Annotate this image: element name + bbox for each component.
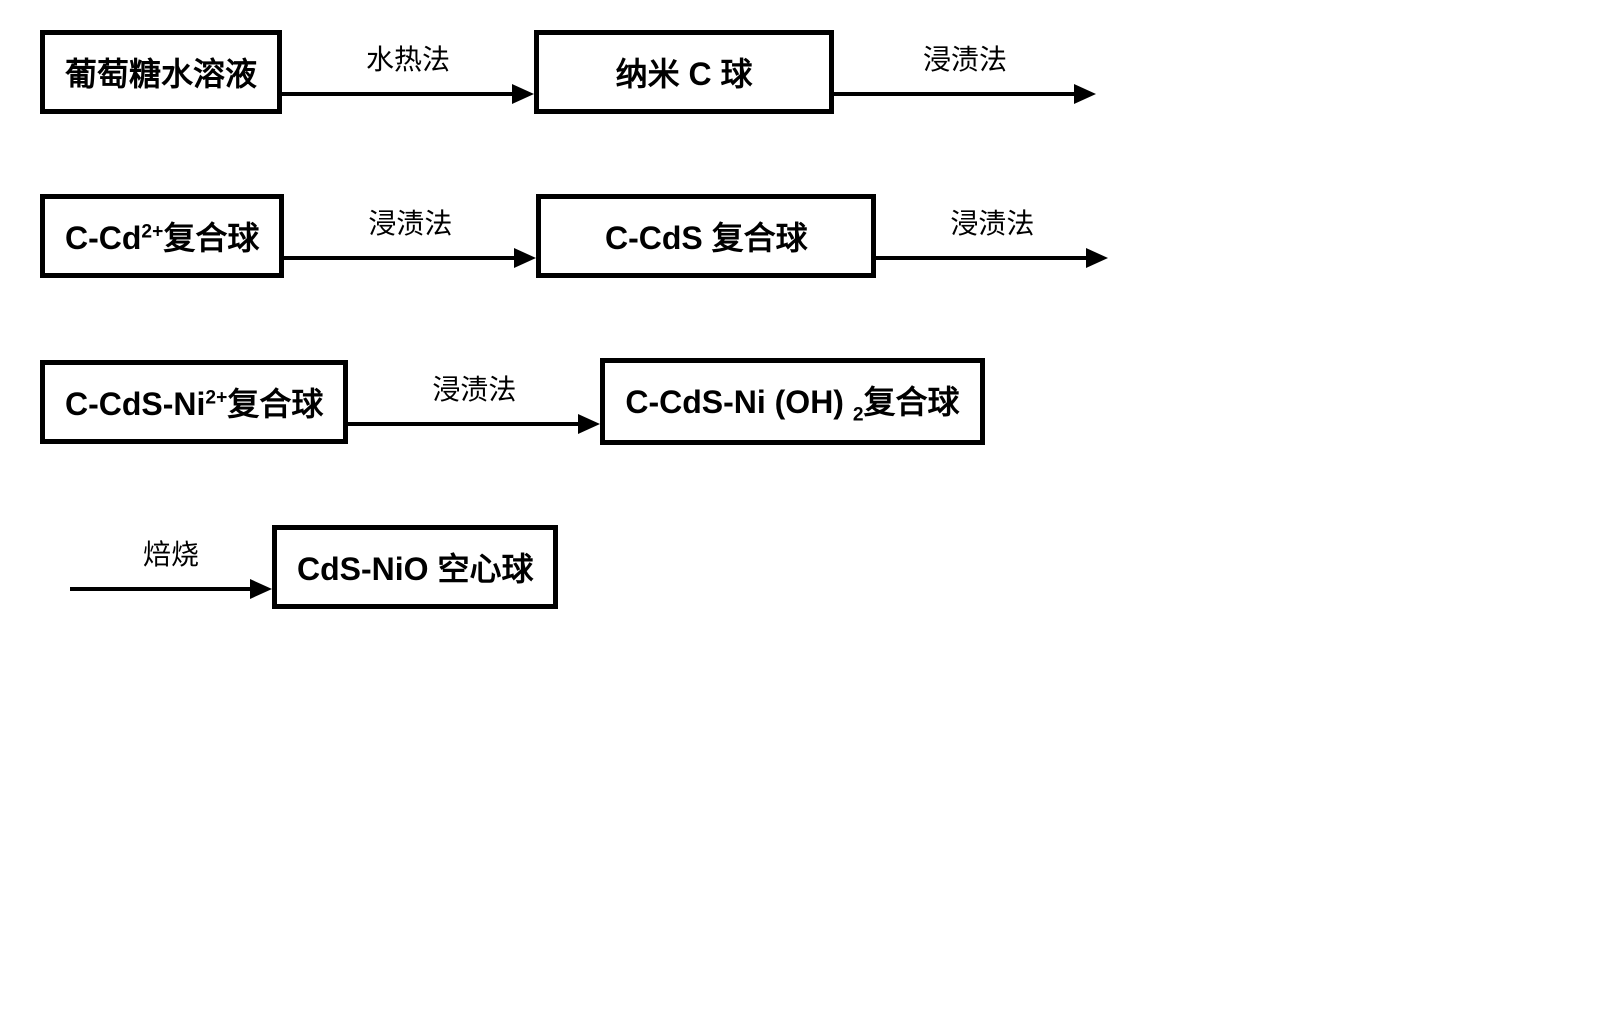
box-text: C-CdS-Ni2+复合球: [65, 386, 323, 422]
arrow-head-icon: [578, 414, 600, 434]
arrow-label: 水热法: [366, 38, 450, 78]
flow-box: 纳米 C 球: [534, 30, 834, 114]
flow-box: C-CdS-Ni2+复合球: [40, 360, 348, 444]
flow-row: 葡萄糖水溶液 水热法 纳米 C 球 浸渍法: [40, 30, 1558, 114]
flow-arrow: 浸渍法: [876, 204, 1108, 268]
arrow-head-icon: [1086, 248, 1108, 268]
flow-row: C-Cd2+复合球 浸渍法 C-CdS 复合球 浸渍法: [40, 194, 1558, 278]
arrow-line-icon: [834, 84, 1096, 104]
arrow-line-icon: [284, 248, 536, 268]
flow-arrow: 水热法: [282, 40, 534, 104]
arrow-line-icon: [348, 414, 600, 434]
flowchart-diagram: 葡萄糖水溶液 水热法 纳米 C 球 浸渍法 C-Cd2+复合球 浸渍法: [40, 30, 1558, 609]
box-text: C-CdS-Ni (OH) 2复合球: [625, 384, 959, 420]
arrow-shaft: [834, 92, 1074, 96]
arrow-line-icon: [70, 579, 272, 599]
flow-box: C-CdS 复合球: [536, 194, 876, 278]
flow-row: 焙烧 CdS-NiO 空心球: [40, 525, 1558, 609]
arrow-head-icon: [1074, 84, 1096, 104]
flow-arrow: 焙烧: [70, 535, 272, 599]
box-text: C-Cd2+复合球: [65, 220, 259, 256]
arrow-shaft: [876, 256, 1086, 260]
flow-arrow: 浸渍法: [348, 370, 600, 434]
flow-box: C-Cd2+复合球: [40, 194, 284, 278]
arrow-line-icon: [282, 84, 534, 104]
arrow-label: 浸渍法: [923, 38, 1007, 78]
arrow-head-icon: [250, 579, 272, 599]
arrow-label: 浸渍法: [368, 202, 452, 242]
arrow-head-icon: [514, 248, 536, 268]
flow-box: CdS-NiO 空心球: [272, 525, 558, 609]
flow-arrow: 浸渍法: [834, 40, 1096, 104]
arrow-label: 浸渍法: [950, 202, 1034, 242]
arrow-shaft: [70, 587, 250, 591]
arrow-head-icon: [512, 84, 534, 104]
flow-box: C-CdS-Ni (OH) 2复合球: [600, 358, 984, 445]
arrow-label: 焙烧: [143, 533, 199, 573]
arrow-shaft: [282, 92, 512, 96]
flow-box: 葡萄糖水溶液: [40, 30, 282, 114]
arrow-shaft: [284, 256, 514, 260]
arrow-shaft: [348, 422, 578, 426]
flow-arrow: 浸渍法: [284, 204, 536, 268]
flow-row: C-CdS-Ni2+复合球 浸渍法 C-CdS-Ni (OH) 2复合球: [40, 358, 1558, 445]
arrow-label: 浸渍法: [432, 368, 516, 408]
arrow-line-icon: [876, 248, 1108, 268]
